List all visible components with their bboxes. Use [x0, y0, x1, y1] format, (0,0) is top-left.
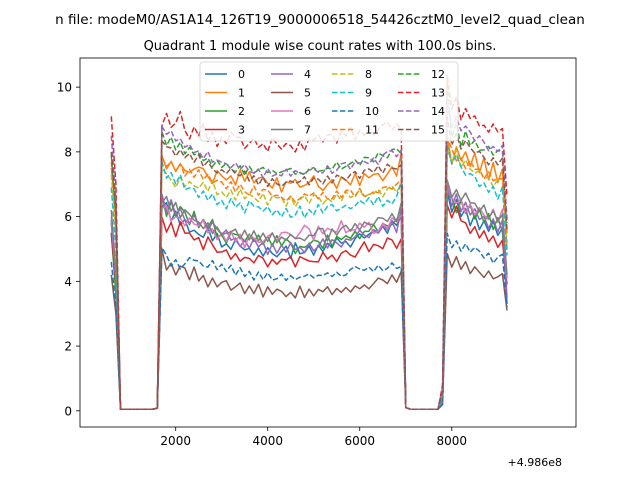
- series-line-7: [110, 179, 508, 410]
- legend-label-15: 15: [431, 124, 445, 137]
- legend-label-1: 1: [238, 87, 245, 100]
- x-tick-label: 2000: [160, 434, 191, 448]
- plot-area-frame: [79, 57, 577, 428]
- series-line-14: [110, 101, 508, 410]
- y-tick-label: 8: [64, 145, 72, 159]
- legend-label-12: 12: [431, 68, 445, 81]
- legend-label-7: 7: [304, 124, 311, 137]
- legend-label-0: 0: [238, 68, 245, 81]
- y-tick-label: 10: [57, 81, 72, 95]
- y-tick-label: 2: [64, 340, 72, 354]
- legend-label-9: 9: [365, 87, 372, 100]
- series-line-15: [110, 116, 508, 410]
- y-axis: 0 2 4 6 8 10: [57, 81, 80, 418]
- figure-suptitle: n file: modeM0/AS1A14_126T19_9000006518_…: [55, 12, 585, 28]
- legend-label-13: 13: [431, 87, 445, 100]
- x-axis-offset-label: +4.986e8: [508, 456, 562, 469]
- series-layer: [110, 74, 508, 410]
- y-tick-label: 6: [64, 210, 72, 224]
- legend-label-2: 2: [238, 105, 245, 118]
- series-line-9: [110, 144, 508, 410]
- legend-label-14: 14: [431, 105, 445, 118]
- legend-label-6: 6: [304, 105, 311, 118]
- y-tick-label: 0: [64, 404, 72, 418]
- x-tick-label: 8000: [436, 434, 467, 448]
- x-tick-label: 6000: [344, 434, 375, 448]
- legend-label-5: 5: [304, 87, 311, 100]
- x-tick-label: 4000: [252, 434, 283, 448]
- legend-label-11: 11: [365, 124, 379, 137]
- series-line-12: [110, 79, 508, 410]
- chart-title: Quadrant 1 module wise count rates with …: [144, 39, 497, 54]
- legend-frame: [199, 61, 459, 142]
- legend-label-10: 10: [365, 105, 379, 118]
- series-line-10: [110, 232, 508, 410]
- legend-label-8: 8: [365, 68, 372, 81]
- x-axis: 2000 4000 6000 8000: [160, 427, 467, 448]
- legend-label-4: 4: [304, 68, 311, 81]
- legend-label-3: 3: [238, 124, 245, 137]
- series-line-8: [110, 147, 508, 410]
- y-tick-label: 4: [64, 275, 72, 289]
